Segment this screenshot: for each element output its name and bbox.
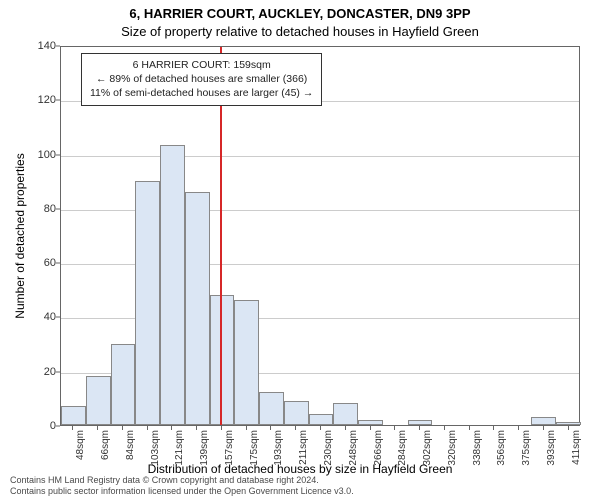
annotation-line: 11% of semi-detached houses are larger (… — [90, 86, 313, 100]
histogram-bar — [408, 420, 433, 425]
histogram-bar — [531, 417, 556, 425]
histogram-bar — [284, 401, 309, 425]
y-tick-label: 120 — [30, 94, 56, 106]
y-tick-label: 100 — [30, 149, 56, 161]
annotation-line: ← 89% of detached houses are smaller (36… — [90, 72, 313, 86]
annotation-line: 6 HARRIER COURT: 159sqm — [90, 58, 313, 72]
chart-root: 6, HARRIER COURT, AUCKLEY, DONCASTER, DN… — [0, 0, 600, 500]
footer-text: Contains HM Land Registry data © Crown c… — [10, 475, 354, 498]
y-tick-label: 60 — [30, 257, 56, 269]
histogram-bar — [160, 145, 185, 425]
histogram-bar — [309, 414, 334, 425]
x-tick-label: 411sqm — [571, 430, 582, 490]
x-tick-label: 338sqm — [472, 430, 483, 490]
x-tick-label: 284sqm — [397, 430, 408, 490]
histogram-bar — [358, 420, 383, 425]
chart-title-line1: 6, HARRIER COURT, AUCKLEY, DONCASTER, DN… — [0, 6, 600, 21]
x-tick-label: 302sqm — [422, 430, 433, 490]
histogram-bar — [556, 422, 581, 425]
histogram-bar — [333, 403, 358, 425]
histogram-bar — [111, 344, 136, 425]
x-tick-label: 375sqm — [521, 430, 532, 490]
histogram-bar — [234, 300, 259, 425]
histogram-bar — [259, 392, 284, 425]
annotation-box: 6 HARRIER COURT: 159sqm ← 89% of detache… — [81, 53, 322, 106]
x-tick-label: 393sqm — [546, 430, 557, 490]
y-tick-label: 40 — [30, 311, 56, 323]
footer-line: Contains HM Land Registry data © Crown c… — [10, 475, 354, 487]
x-tick-label: 356sqm — [496, 430, 507, 490]
histogram-bar — [61, 406, 86, 425]
y-tick-label: 140 — [30, 40, 56, 52]
y-axis-label: Number of detached properties — [13, 153, 27, 318]
histogram-bar — [135, 181, 160, 425]
y-tick-label: 0 — [30, 420, 56, 432]
histogram-bar — [86, 376, 111, 425]
x-tick-label: 266sqm — [373, 430, 384, 490]
y-tick-label: 20 — [30, 366, 56, 378]
y-tick-label: 80 — [30, 203, 56, 215]
histogram-bar — [185, 192, 210, 425]
chart-title-line2: Size of property relative to detached ho… — [0, 24, 600, 39]
footer-line: Contains public sector information licen… — [10, 486, 354, 498]
x-tick-label: 320sqm — [447, 430, 458, 490]
plot-area: 6 HARRIER COURT: 159sqm ← 89% of detache… — [60, 46, 580, 426]
